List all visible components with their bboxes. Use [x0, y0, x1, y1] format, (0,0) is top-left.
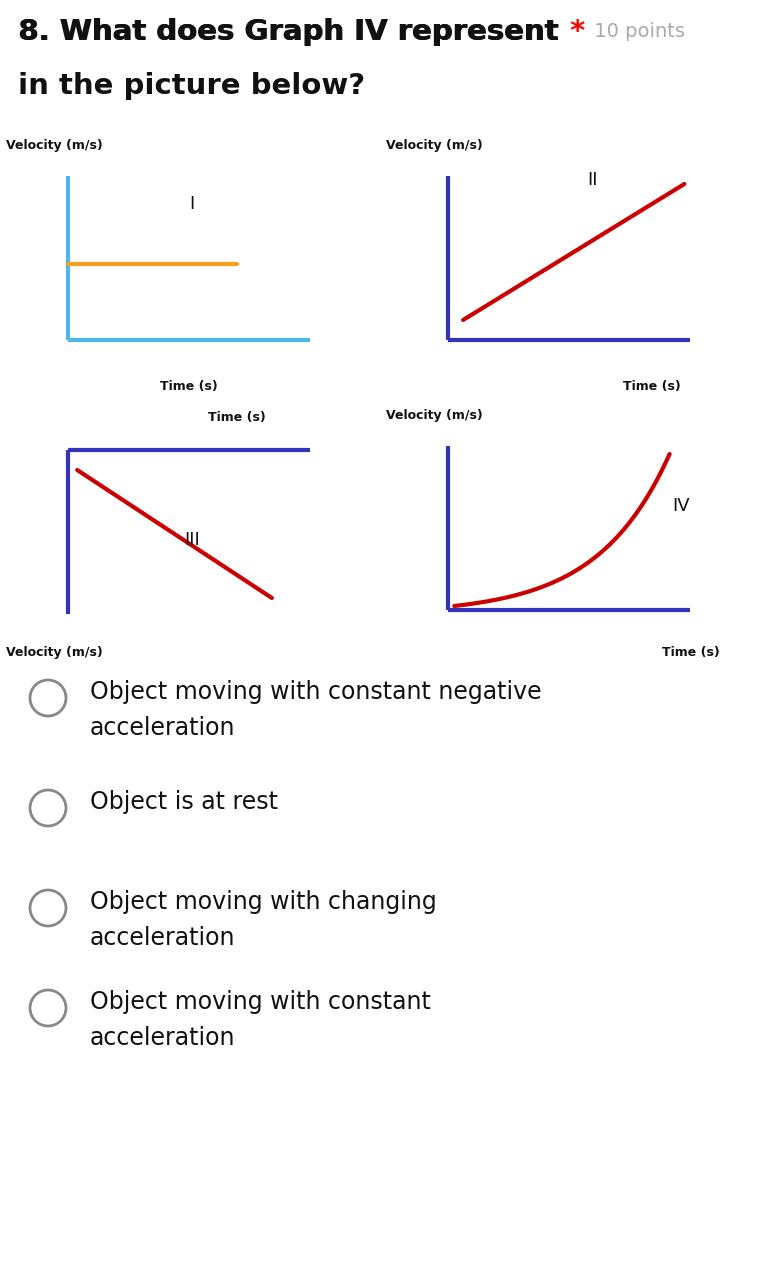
Text: acceleration: acceleration — [90, 1027, 236, 1050]
Text: Time (s): Time (s) — [623, 380, 681, 393]
Text: Object moving with constant negative: Object moving with constant negative — [90, 680, 541, 705]
Text: 8. What does Graph IV represent: 8. What does Graph IV represent — [18, 18, 558, 46]
Text: *: * — [560, 18, 585, 46]
Text: Velocity (m/s): Velocity (m/s) — [387, 410, 483, 422]
Text: acceleration: acceleration — [90, 716, 236, 741]
Text: Object is at rest: Object is at rest — [90, 790, 278, 814]
Text: 10 points: 10 points — [588, 22, 685, 41]
Text: Velocity (m/s): Velocity (m/s) — [387, 139, 483, 152]
Text: Object moving with changing: Object moving with changing — [90, 890, 436, 914]
Text: Time (s): Time (s) — [208, 411, 265, 424]
Text: IV: IV — [673, 497, 690, 515]
Text: Velocity (m/s): Velocity (m/s) — [6, 647, 103, 659]
Text: II: II — [587, 171, 598, 189]
Text: Time (s): Time (s) — [160, 380, 218, 393]
Text: I: I — [190, 194, 194, 213]
Text: Velocity (m/s): Velocity (m/s) — [6, 139, 103, 152]
Text: acceleration: acceleration — [90, 926, 236, 951]
Text: Time (s): Time (s) — [662, 647, 720, 659]
Text: III: III — [184, 531, 200, 549]
Text: in the picture below?: in the picture below? — [18, 72, 365, 100]
Text: 8. What does Graph IV represent: 8. What does Graph IV represent — [19, 18, 559, 46]
Text: Object moving with constant: Object moving with constant — [90, 990, 431, 1014]
